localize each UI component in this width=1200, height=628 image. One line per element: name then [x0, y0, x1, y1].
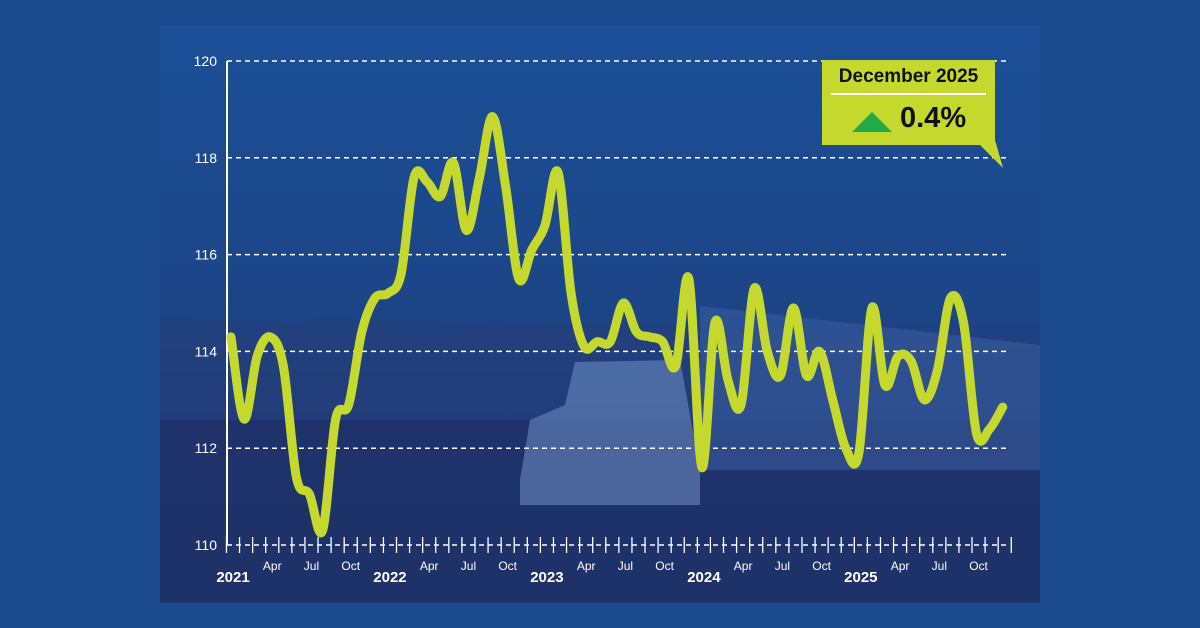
x-tick-label: Oct [498, 559, 517, 573]
x-tick-label: Apr [891, 559, 910, 573]
triangle-up-icon [852, 112, 892, 132]
x-tick-label: Apr [734, 559, 753, 573]
x-tick-label: 2022 [373, 569, 406, 586]
truck-cab [520, 360, 700, 505]
x-tick-label: 2024 [687, 569, 721, 586]
x-tick-label: Oct [812, 559, 831, 573]
callout-box: December 2025 0.4% [822, 60, 995, 145]
x-tick-label: Oct [969, 559, 988, 573]
x-tick-label: Jul [618, 559, 633, 573]
y-tick-label: 118 [195, 150, 218, 166]
y-tick-label: 120 [194, 53, 218, 69]
x-tick-label: Oct [341, 559, 360, 573]
series-line [226, 112, 1008, 538]
x-tick-label: Jul [775, 559, 790, 573]
x-tick-label: Jul [932, 559, 947, 573]
x-tick-label: Jul [461, 559, 476, 573]
callout-title: December 2025 [838, 66, 979, 87]
y-tick-label: 110 [195, 537, 218, 553]
x-tick-label: 2021 [216, 569, 249, 586]
x-tick-label: Apr [577, 559, 596, 573]
callout-change-value: 0.4% [900, 102, 967, 134]
x-tick-label: Apr [420, 559, 439, 573]
y-tick-label: 112 [195, 440, 218, 456]
x-tick-label: Jul [304, 559, 319, 573]
callout-tail [975, 140, 1003, 168]
x-tick-label: 2023 [530, 569, 563, 586]
x-tick-label: Oct [655, 559, 674, 573]
x-tick-label: Apr [263, 559, 282, 573]
y-tick-label: 114 [195, 343, 218, 359]
callout-divider [831, 93, 986, 95]
x-tick-label: 2025 [844, 569, 877, 586]
y-tick-label: 116 [195, 247, 218, 263]
